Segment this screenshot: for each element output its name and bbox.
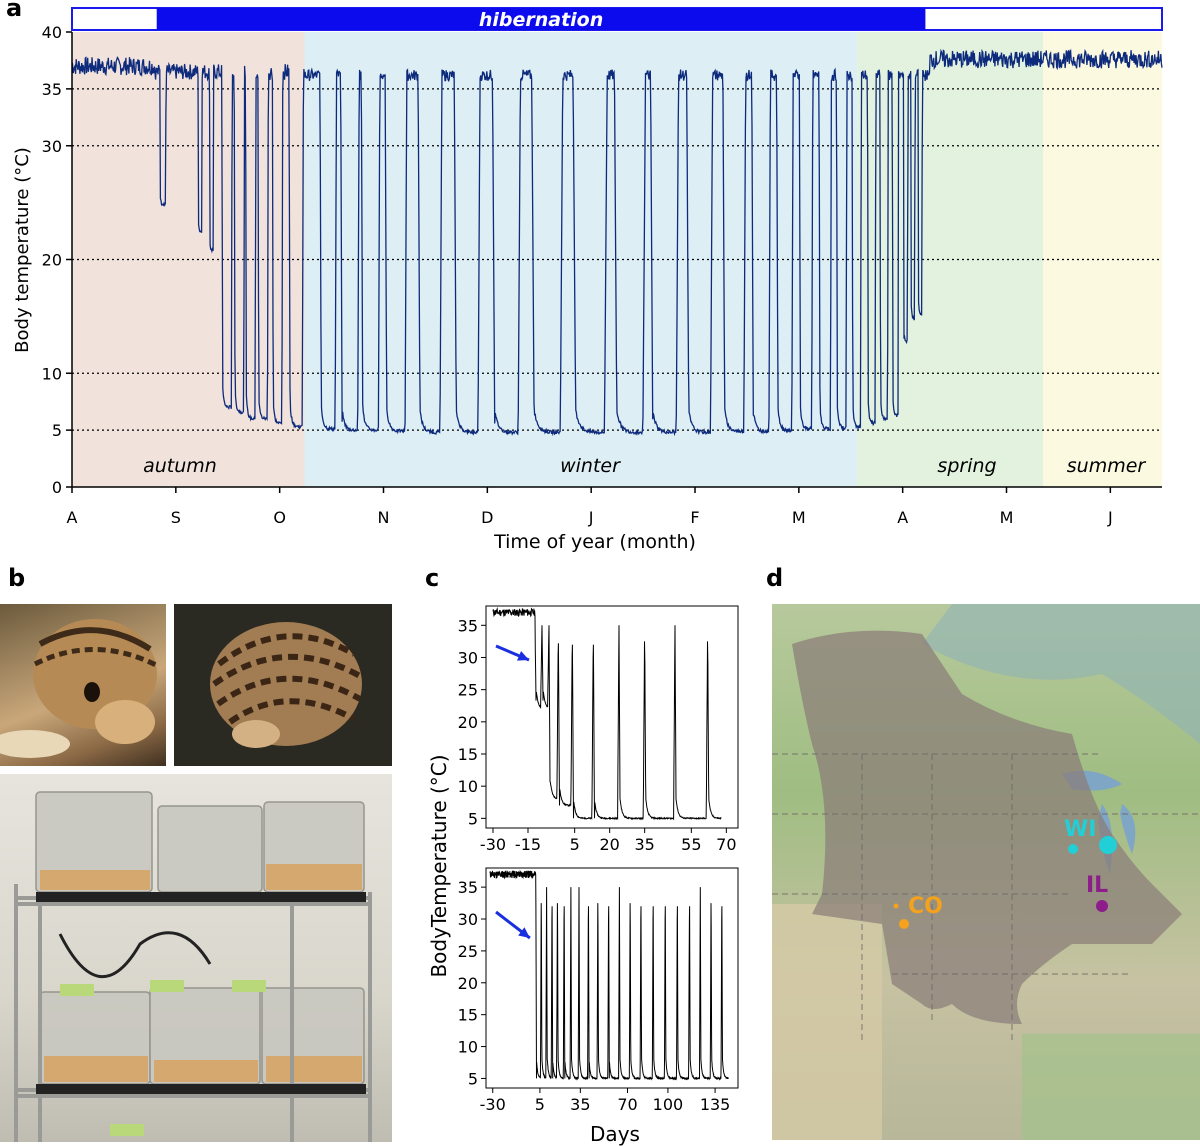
x-tick-label-c-top: -30: [480, 835, 506, 854]
x-tick-label-c-bot: 135: [700, 1095, 731, 1114]
x-tick-label-c-top: -15: [515, 835, 541, 854]
y-tick-label-a: 0: [52, 478, 62, 497]
season-label-spring: spring: [937, 455, 996, 477]
y-tick-label-c-top: 10: [458, 777, 478, 796]
map-d: WI IL CO: [772, 604, 1200, 1140]
y-tick-label-c-top: 30: [458, 648, 478, 667]
y-tick-label-c-top: 35: [458, 616, 478, 635]
y-tick-label-c-top: 20: [458, 713, 478, 732]
map-label-wi: WI: [1064, 817, 1096, 842]
x-tick-label-c-bot: -30: [480, 1095, 506, 1114]
x-tick-label-a: M: [1000, 508, 1014, 527]
y-tick-label-c-bot: 20: [458, 974, 478, 993]
season-label-winter: winter: [560, 455, 621, 477]
y-tick-label-a: 5: [52, 421, 62, 440]
x-tick-label-a: D: [481, 508, 493, 527]
x-tick-label-a: S: [171, 508, 181, 527]
y-tick-label-c-bot: 10: [458, 1038, 478, 1057]
marker-wi-large: [1099, 836, 1117, 854]
marker-co-large: [899, 919, 909, 929]
plot-frame-c-top: [485, 605, 739, 829]
panel-letter-d: d: [766, 564, 784, 592]
species-range: [792, 630, 1182, 1024]
onset-arrowhead-c-top: [517, 650, 529, 661]
y-axis-label-a: Body temperature (°C): [12, 147, 33, 353]
series-c-top: [492, 606, 722, 821]
x-tick-label-a: F: [690, 508, 699, 527]
y-tick-label-c-bot: 30: [458, 910, 478, 929]
x-tick-label-c-top: 5: [570, 835, 580, 854]
x-tick-label-c-bot: 100: [653, 1095, 684, 1114]
panel-letter-a: a: [6, 0, 23, 22]
chart-a: 0 5 10 20 30 35 40 A S O N D J F M A M J hibernation autu…: [12, 7, 1163, 553]
x-tick-label-c-bot: 35: [570, 1095, 590, 1114]
x-tick-label-c-top: 20: [599, 835, 619, 854]
x-tick-label-a: O: [273, 508, 286, 527]
marker-il: [1096, 900, 1108, 912]
x-tick-label-a: M: [792, 508, 806, 527]
panel-letter-b: b: [8, 564, 26, 592]
x-tick-label-c-top: 55: [681, 835, 701, 854]
marker-wi-small: [1068, 844, 1078, 854]
hibernation-label: hibernation: [479, 9, 603, 31]
y-tick-label-c-bot: 5: [468, 1069, 478, 1088]
map-label-il: IL: [1086, 873, 1108, 898]
y-axis-label-c: BodyTemperature (°C): [427, 754, 451, 977]
photo-cages: [0, 774, 392, 1142]
y-tick-label-a: 35: [42, 80, 62, 99]
panel-letter-c: c: [425, 564, 440, 592]
marker-co-small: [893, 903, 899, 909]
x-tick-label-c-bot: 5: [535, 1095, 545, 1114]
y-tick-label-a: 40: [42, 23, 62, 42]
y-tick-label-c-bot: 35: [458, 878, 478, 897]
x-axis-label-a: Time of year (month): [493, 531, 696, 553]
plot-frame-c-bot: [485, 867, 739, 1089]
y-tick-label-c-top: 15: [458, 745, 478, 764]
y-tick-label-c-top: 5: [468, 809, 478, 828]
y-tick-label-c-top: 25: [458, 681, 478, 700]
season-label-summer: summer: [1067, 455, 1147, 477]
photo-squirrel-closeup: [0, 604, 166, 766]
x-tick-label-a: J: [588, 508, 594, 527]
x-tick-label-c-top: 35: [634, 835, 654, 854]
photo-squirrel-curled: [174, 604, 392, 766]
map-label-co: CO: [908, 894, 943, 919]
x-tick-label-a: A: [897, 508, 908, 527]
x-tick-label-a: J: [1107, 508, 1113, 527]
x-tick-label-a: N: [378, 508, 390, 527]
y-tick-label-c-bot: 15: [458, 1006, 478, 1025]
y-tick-label-a: 30: [42, 137, 62, 156]
x-axis-label-c: Days: [590, 1122, 640, 1146]
y-tick-label-a: 20: [42, 251, 62, 270]
season-band-winter: [304, 32, 858, 487]
series-c-bot: [489, 869, 729, 1081]
x-tick-label-a: A: [67, 508, 78, 527]
season-label-autumn: autumn: [143, 455, 217, 477]
y-tick-label-c-bot: 25: [458, 942, 478, 961]
x-tick-label-c-bot: 70: [617, 1095, 637, 1114]
body-temp-series: [71, 48, 1163, 437]
y-tick-label-a: 10: [42, 364, 62, 383]
onset-arrowhead-c-bot: [518, 927, 530, 938]
hibernation-bar: [156, 8, 926, 30]
x-tick-label-c-top: 70: [716, 835, 736, 854]
chart-c: 5 10 15 20 25 30 35 -30 -15 5 20 35 55 70 5 10 15 20 25 30…: [427, 605, 739, 1146]
